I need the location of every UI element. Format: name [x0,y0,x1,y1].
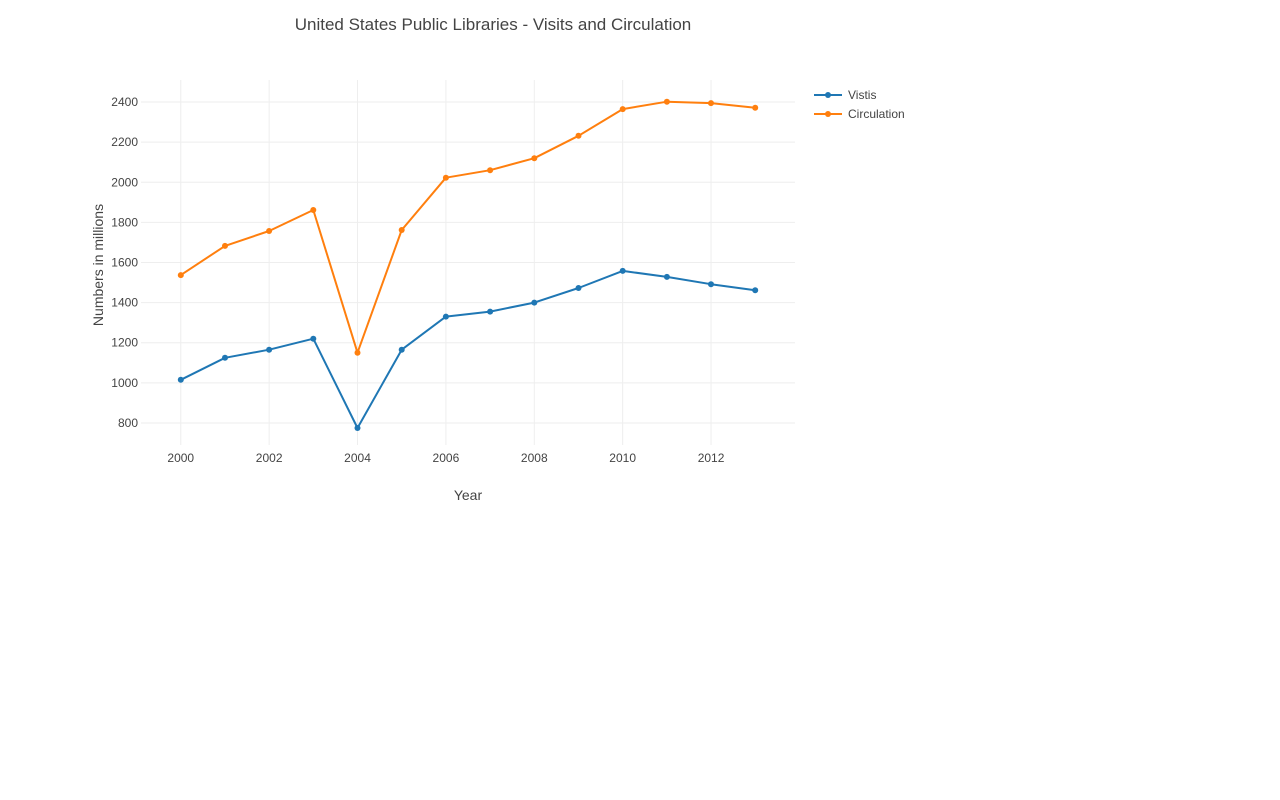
x-axis-title: Year [454,487,483,503]
x-tick-label: 2004 [344,451,371,465]
data-point [575,285,582,291]
tick-labels: 2000 2002 2004 2006 2008 2010 2012 800 1000 1200 1… [111,95,724,465]
data-point [487,167,494,174]
data-point [266,228,273,234]
data-point [708,100,714,107]
data-point [531,299,538,306]
data-point [663,98,670,105]
data-point [222,242,228,249]
data-point [398,346,405,353]
y-tick-label: 2400 [111,95,138,109]
legend[interactable]: Vistis Circulation [814,88,905,121]
data-point [442,174,449,181]
data-point [752,104,759,111]
x-tick-label: 2002 [256,451,283,465]
grid [141,80,795,445]
x-tick-label: 2008 [521,451,548,465]
data-point [222,354,228,361]
data-point [619,267,626,274]
data-point [708,281,714,288]
data-point [663,273,670,280]
data-point [266,346,273,353]
x-tick-label: 2010 [609,451,636,465]
x-tick-label: 2000 [167,451,194,465]
y-tick-label: 1200 [111,336,138,350]
data-point [177,376,184,383]
y-tick-label: 1000 [111,376,138,390]
legend-item-vistis[interactable]: Vistis [814,88,876,102]
data-point [177,272,184,279]
legend-marker [825,92,831,98]
data-point [619,106,626,113]
legend-label: Circulation [848,107,905,121]
data-point [442,313,449,320]
series [177,98,759,431]
y-tick-label: 2200 [111,135,138,149]
x-tick-label: 2012 [698,451,725,465]
data-point [575,132,582,139]
data-point [310,335,317,342]
series-line [180,100,756,354]
y-tick-label: 1800 [111,215,138,229]
y-tick-label: 2000 [111,175,138,189]
legend-label: Vistis [848,88,876,102]
data-point [752,287,759,294]
y-tick-label: 800 [118,416,138,430]
data-point [310,207,317,213]
data-point [487,308,494,315]
x-tick-label: 2006 [433,451,460,465]
series-circulation [177,98,759,356]
data-point [531,155,538,162]
legend-marker [825,111,831,117]
series-line [180,269,756,429]
y-tick-label: 1400 [111,296,138,310]
y-tick-label: 1600 [111,256,138,270]
data-point [354,349,361,356]
series-vistis [177,267,759,431]
data-point [354,425,361,431]
chart-title: United States Public Libraries - Visits … [295,15,692,34]
y-axis-title: Numbers in millions [90,204,106,326]
data-point [398,227,405,233]
legend-item-circulation[interactable]: Circulation [814,107,905,121]
